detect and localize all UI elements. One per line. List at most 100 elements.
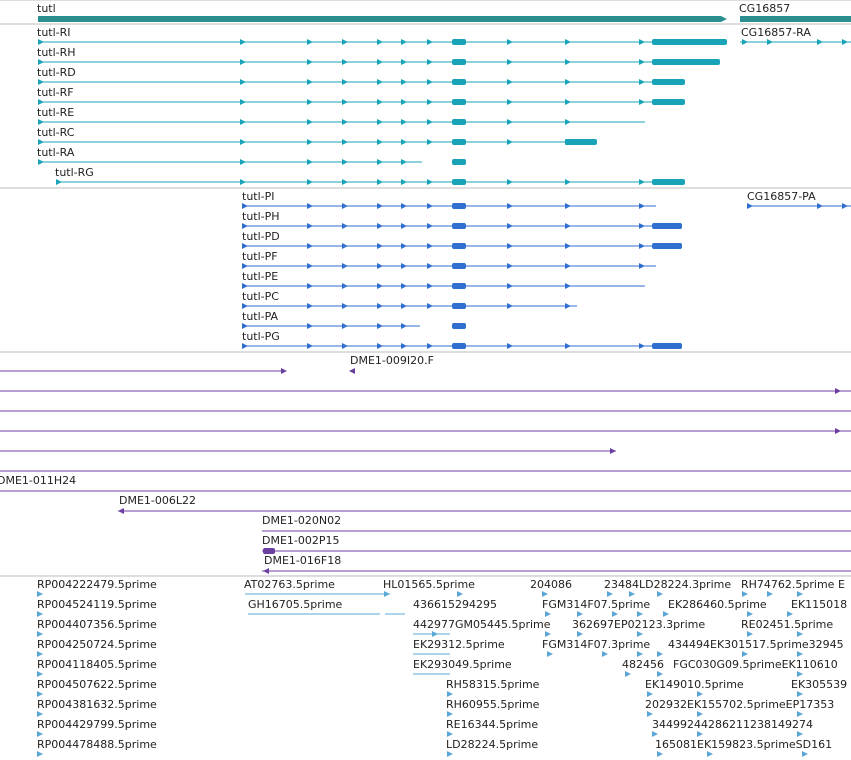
est-label[interactable]: EK115018	[791, 598, 848, 611]
est-label[interactable]: 442977GM05445.5prime	[413, 618, 551, 631]
est-label[interactable]: RP004478488.5prime	[37, 738, 157, 751]
exon-arrow	[240, 159, 246, 165]
clone-label[interactable]: DME1-016F18	[264, 554, 342, 567]
transcript-label[interactable]: tutl-RG	[55, 166, 94, 179]
exon-arrow	[565, 59, 571, 65]
est-label[interactable]: AT02763.5prime	[244, 578, 335, 591]
exon-arrow	[377, 283, 383, 289]
est-label[interactable]: RP004429799.5prime	[37, 718, 157, 731]
est-label[interactable]: 23484LD28224.3prime	[604, 578, 732, 591]
est-label[interactable]: 204086	[530, 578, 572, 591]
clone-label[interactable]: DME1-011H24	[0, 474, 77, 487]
exon-arrow	[507, 303, 513, 309]
protein-label[interactable]: tutl-PC	[242, 290, 279, 303]
est-arrow	[797, 591, 803, 597]
est-label[interactable]: FGM314F07.3prime	[542, 638, 651, 651]
est-label[interactable]: 482456	[622, 658, 664, 671]
est-arrow	[37, 751, 43, 757]
exon-arrow	[565, 179, 571, 185]
transcript-label[interactable]: tutl-RF	[37, 86, 74, 99]
protein-label[interactable]: tutl-PD	[242, 230, 280, 243]
est-label[interactable]: RH74762.5prime E	[741, 578, 845, 591]
est-label[interactable]: RP004381632.5prime	[37, 698, 157, 711]
est-label[interactable]: 165081EK159823.5primeSD161	[655, 738, 833, 751]
est-label[interactable]: EK305539	[791, 678, 848, 691]
est-arrow	[37, 711, 43, 717]
exon-arrow	[342, 79, 348, 85]
exon-arrow	[401, 203, 407, 209]
exon-block	[452, 283, 466, 289]
clone-label[interactable]: DME1-009I20.F	[350, 354, 434, 367]
protein-label[interactable]: tutl-PA	[242, 310, 279, 323]
transcript-label[interactable]: tutl-RD	[37, 66, 76, 79]
exon-arrow	[507, 263, 513, 269]
exon-arrow	[401, 139, 407, 145]
protein-label[interactable]: tutl-PG	[242, 330, 280, 343]
est-label[interactable]: RH58315.5prime	[446, 678, 540, 691]
est-label[interactable]: RP004118405.5prime	[37, 658, 157, 671]
clone-label[interactable]: DME1-002P15	[262, 534, 340, 547]
est-label[interactable]: RE16344.5prime	[446, 718, 539, 731]
clone-end-arrow	[835, 428, 841, 434]
est-arrow	[577, 611, 583, 617]
est-label[interactable]: 34499244286211238149274	[652, 718, 813, 731]
exon-block	[452, 59, 466, 65]
exon-arrow	[242, 263, 248, 269]
est-arrow	[657, 651, 663, 657]
est-arrow	[663, 611, 669, 617]
exon-arrow	[240, 119, 246, 125]
est-label[interactable]: GH16705.5prime	[248, 598, 343, 611]
est-label[interactable]: RP004250724.5prime	[37, 638, 157, 651]
est-label[interactable]: RP004222479.5prime	[37, 578, 157, 591]
transcript-label[interactable]: tutl-RI	[37, 26, 71, 39]
transcript-label[interactable]: tutl-RA	[37, 146, 75, 159]
est-arrow	[802, 751, 808, 757]
exon-block	[452, 119, 466, 125]
exon-arrow	[507, 243, 513, 249]
transcript-label[interactable]: CG16857-RA	[741, 26, 811, 39]
gene-bar[interactable]	[740, 16, 851, 22]
est-label[interactable]: EK293049.5prime	[413, 658, 512, 671]
exon-arrow	[427, 303, 433, 309]
clone-end-block	[263, 548, 275, 554]
est-arrow	[542, 591, 548, 597]
est-label[interactable]: 362697EP02123.3prime	[572, 618, 706, 631]
exon-arrow	[377, 263, 383, 269]
est-label[interactable]: RH60955.5prime	[446, 698, 540, 711]
est-label[interactable]: 434494EK301517.5prime32945	[668, 638, 844, 651]
protein-label[interactable]: tutl-PE	[242, 270, 279, 283]
transcript-label[interactable]: tutl-RE	[37, 106, 75, 119]
exon-arrow	[307, 99, 313, 105]
transcript-label[interactable]: tutl-RH	[37, 46, 76, 59]
protein-label[interactable]: CG16857-PA	[747, 190, 816, 203]
est-label[interactable]: LD28224.5prime	[446, 738, 539, 751]
est-label[interactable]: RE02451.5prime	[741, 618, 834, 631]
est-arrow	[637, 651, 643, 657]
gene-label[interactable]: tutl	[37, 2, 56, 15]
protein-label[interactable]: tutl-PH	[242, 210, 280, 223]
est-label[interactable]: 436615294295	[413, 598, 497, 611]
est-arrow	[697, 711, 703, 717]
gene-bar[interactable]	[38, 16, 721, 22]
clone-label[interactable]: DME1-006L22	[119, 494, 196, 507]
est-label[interactable]: FGM314F07.5prime	[542, 598, 651, 611]
protein-label[interactable]: tutl-PF	[242, 250, 278, 263]
est-label[interactable]: EK286460.5prime	[668, 598, 767, 611]
exon-arrow	[342, 243, 348, 249]
est-label[interactable]: EK29312.5prime	[413, 638, 505, 651]
est-label[interactable]: FGC030G09.5primeEK110610	[673, 658, 838, 671]
clone-label[interactable]: DME1-020N02	[262, 514, 342, 527]
gene-label[interactable]: CG16857	[739, 2, 791, 15]
est-label[interactable]: HL01565.5prime	[383, 578, 475, 591]
protein-label[interactable]: tutl-PI	[242, 190, 275, 203]
transcript-label[interactable]: tutl-RC	[37, 126, 75, 139]
cds-block	[652, 343, 682, 349]
est-arrow	[447, 711, 453, 717]
exon-arrow	[242, 303, 248, 309]
est-label[interactable]: RP004507622.5prime	[37, 678, 157, 691]
est-label[interactable]: RP004524119.5prime	[37, 598, 157, 611]
est-label[interactable]: EK149010.5prime	[645, 678, 744, 691]
est-label[interactable]: RP004407356.5prime	[37, 618, 157, 631]
gene-bar-arrow	[721, 16, 727, 22]
est-label[interactable]: 202932EK155702.5primeEP17353	[645, 698, 835, 711]
